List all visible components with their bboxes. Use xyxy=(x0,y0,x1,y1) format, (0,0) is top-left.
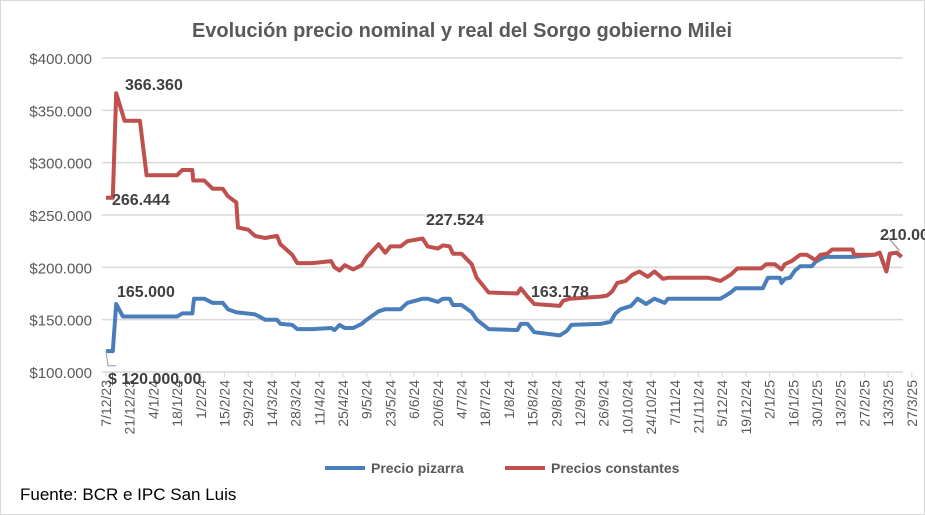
data-label: 266.444 xyxy=(112,192,170,209)
x-tick-label: 19/12/24 xyxy=(738,380,754,435)
x-tick-label: 15/8/24 xyxy=(525,380,541,427)
x-tick-label: 1/2/24 xyxy=(193,380,209,419)
x-tick-label: 2/1/25 xyxy=(762,380,778,419)
data-label: 165.000 xyxy=(117,284,175,301)
data-label: 163.178 xyxy=(531,284,589,301)
x-tick-label: 20/6/24 xyxy=(430,380,446,427)
y-tick-label: $100.000 xyxy=(29,365,92,382)
x-tick-label: 4/7/24 xyxy=(454,380,470,419)
data-label: 227.524 xyxy=(426,212,484,229)
y-tick-label: $300.000 xyxy=(29,156,92,173)
series-line-precios-constantes xyxy=(106,91,903,308)
x-tick-label: 5/12/24 xyxy=(714,380,730,427)
y-tick-label: $150.000 xyxy=(29,313,92,330)
x-tick-label: 29/8/24 xyxy=(548,380,564,427)
x-tick-label: 27/3/25 xyxy=(904,380,920,427)
x-tick-label: 13/2/25 xyxy=(833,380,849,427)
x-tick-label: 7/11/24 xyxy=(667,380,683,426)
x-tick-label: 14/3/24 xyxy=(264,380,280,427)
y-tick-label: $400.000 xyxy=(29,51,92,68)
x-tick-label: 30/1/25 xyxy=(809,380,825,427)
y-tick-label: $350.000 xyxy=(29,103,92,120)
data-label: 210.000 xyxy=(880,227,925,244)
x-tick-label: 16/1/25 xyxy=(785,380,801,427)
x-tick-label: 18/7/24 xyxy=(477,380,493,427)
x-tick-label: 26/9/24 xyxy=(596,380,612,427)
x-tick-label: 21/12/23 xyxy=(122,380,138,435)
x-tick-label: 7/12/23 xyxy=(98,380,114,427)
x-tick-label: 12/9/24 xyxy=(572,380,588,427)
x-tick-label: 10/10/24 xyxy=(619,380,635,435)
leader-line xyxy=(887,236,901,252)
x-tick-label: 13/3/25 xyxy=(880,380,896,427)
data-label: 366.360 xyxy=(125,77,183,94)
y-tick-label: $250.000 xyxy=(29,208,92,225)
series-line-precio-pizarra xyxy=(106,250,903,354)
legend-label: Precios constantes xyxy=(551,460,680,476)
x-tick-label: 9/5/24 xyxy=(359,380,375,419)
data-label: $ 120.000,00 xyxy=(108,371,202,388)
x-tick-label: 4/1/24 xyxy=(145,380,161,419)
leader-line xyxy=(105,350,116,367)
x-tick-label: 23/5/24 xyxy=(382,380,398,427)
legend-label: Precio pizarra xyxy=(371,460,464,476)
x-tick-label: 15/2/24 xyxy=(217,380,233,427)
x-tick-label: 11/4/24 xyxy=(311,380,327,426)
x-tick-label: 25/4/24 xyxy=(335,380,351,427)
x-tick-label: 27/2/25 xyxy=(856,380,872,427)
x-tick-label: 24/10/24 xyxy=(643,380,659,435)
x-tick-label: 1/8/24 xyxy=(501,380,517,419)
x-tick-label: 21/11/24 xyxy=(691,380,707,434)
chart-title: Evolución precio nominal y real del Sorg… xyxy=(192,20,732,42)
source-note: Fuente: BCR e IPC San Luis xyxy=(20,485,236,504)
x-tick-label: 18/1/24 xyxy=(169,380,185,427)
y-tick-label: $200.000 xyxy=(29,260,92,277)
x-tick-label: 28/3/24 xyxy=(288,380,304,427)
x-tick-label: 6/6/24 xyxy=(406,380,422,419)
x-tick-label: 29/2/24 xyxy=(240,380,256,427)
